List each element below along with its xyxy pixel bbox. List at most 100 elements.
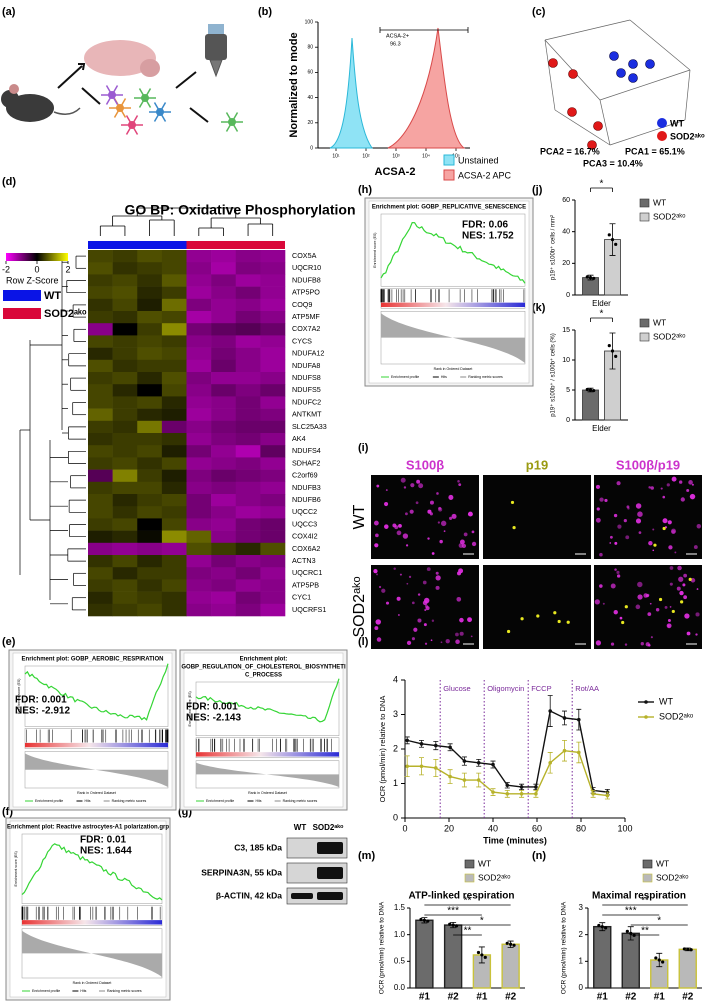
tick-label: 10⁴ (422, 153, 430, 159)
row-label: NDUFC2 (292, 397, 321, 406)
heatmap-cell (186, 603, 212, 617)
row-label: C2orf69 (292, 471, 318, 480)
cell-signal (422, 580, 427, 585)
point (434, 766, 438, 770)
bar (501, 943, 520, 989)
colorbar-tick-label: 0 (34, 264, 39, 274)
heatmap-cell (161, 603, 187, 617)
point (548, 761, 552, 765)
heatmap-cell (211, 591, 237, 605)
cell-signal (459, 617, 464, 623)
heatmap-cell (112, 262, 138, 275)
point (562, 716, 567, 720)
legend-label: Ranking metric scores (112, 799, 147, 803)
heatmap-cell (186, 359, 212, 373)
heatmap-cell (235, 579, 261, 592)
panel-label: (n) (532, 850, 546, 862)
cell-signal (696, 523, 702, 529)
heatmap-cell (260, 298, 286, 312)
legend-label: Enrichment profile (391, 375, 419, 379)
panel-label: (l) (358, 636, 369, 648)
gsea-title: C_PROCESS (245, 673, 282, 679)
replicate-dot (604, 926, 608, 930)
cell-signal (689, 493, 696, 500)
heatmap-cell (211, 396, 237, 409)
replicate-dot (419, 917, 423, 922)
pca-point (587, 140, 597, 150)
nes-label: NES: -2.912 (15, 706, 70, 717)
heatmap-cell (112, 591, 138, 605)
heatmap-cell (186, 555, 212, 568)
cell-signal (440, 520, 447, 527)
heatmap-cell (161, 347, 187, 361)
legend-label: Ranking metric scores (283, 799, 318, 803)
nes-label: NES: -2.143 (186, 713, 241, 724)
legend-label: Ranking metric scores (107, 989, 142, 993)
heatmap-cell (112, 408, 138, 422)
heatmap-cell (161, 384, 187, 397)
heatmap-cell (161, 262, 187, 275)
x-tick-label: 60 (532, 823, 542, 833)
heatmap-cell (161, 530, 187, 544)
cell-signal (652, 528, 655, 531)
colorbar-tick-label: 2 (65, 264, 70, 274)
heatmap-cell (235, 555, 261, 568)
heatmap-cell (260, 250, 286, 263)
row-label: NDUFS8 (292, 373, 321, 382)
cell-signal (686, 488, 690, 492)
tick-label: 10¹ (332, 153, 340, 159)
heatmap-cell (260, 262, 286, 275)
p19-signal (658, 597, 663, 602)
heatmap-cell (186, 420, 212, 434)
pca-point (628, 73, 638, 83)
heatmap-cell (137, 347, 163, 361)
heatmap-cell (137, 250, 163, 263)
cell-signal (596, 507, 600, 511)
tick-label: 10⁵ (452, 153, 460, 159)
x-tick-label: #2 (625, 992, 637, 1003)
pca-axis (544, 39, 556, 111)
legend-swatch (464, 873, 475, 883)
pca-point (568, 69, 578, 79)
heatmap-cell (137, 530, 163, 544)
heatmap-cell (88, 445, 113, 458)
heatmap-cell (161, 298, 187, 312)
y-tick-label: 0 (566, 417, 570, 424)
cell-signal (604, 498, 608, 503)
heatmap-cell (186, 433, 212, 446)
colorbar (6, 253, 68, 261)
cell-signal (413, 627, 418, 632)
micrograph (594, 565, 702, 649)
heatmap-cell (137, 603, 163, 617)
es-plot (24, 665, 169, 727)
point (434, 743, 438, 748)
heatmap-cell (260, 347, 286, 361)
cell-signal (671, 476, 677, 482)
row-label: UQCC3 (292, 519, 317, 528)
row-label: AK4 (292, 434, 306, 443)
heatmap-cell (260, 494, 286, 507)
panel-label: (a) (2, 6, 16, 18)
axis-label: Enrichment score (ES) (373, 233, 377, 268)
row-label: SDHAF2 (292, 458, 320, 467)
heatmap-cell (235, 396, 261, 409)
arrow (57, 65, 83, 89)
gate-value: 96.3 (390, 41, 401, 47)
heatmap-cell (235, 372, 261, 385)
heatmap-cell (137, 555, 163, 568)
blot-band (317, 892, 343, 900)
legend-swatch (639, 212, 650, 222)
pca-axis (544, 19, 631, 41)
panel-label: (e) (2, 636, 16, 648)
p19-signal (566, 620, 570, 624)
heatmap-cell (211, 420, 237, 434)
cell (141, 94, 149, 102)
heatmap-cell (235, 408, 261, 422)
replicate-dot (585, 387, 589, 392)
cell-signal (431, 619, 435, 622)
cell-signal (422, 600, 428, 606)
p19-signal (624, 605, 628, 609)
x-tick-label: #1 (597, 992, 609, 1003)
heatmap-cell (112, 384, 138, 397)
